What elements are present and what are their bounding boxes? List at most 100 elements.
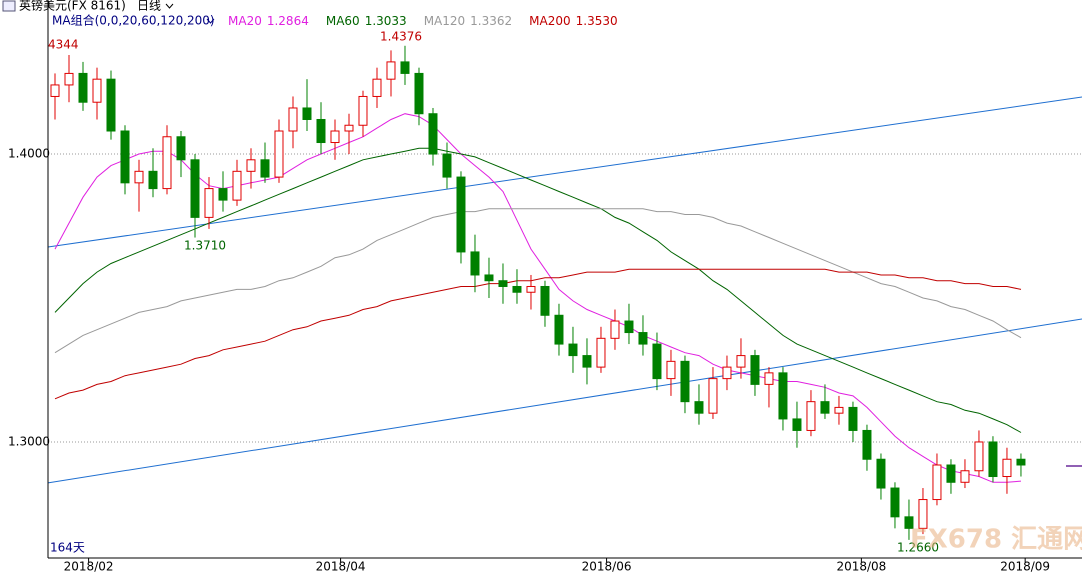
candle-body	[638, 332, 648, 345]
candle-body	[862, 429, 872, 460]
candle-body	[988, 441, 998, 478]
plot-area	[47, 45, 1082, 540]
candle-body	[106, 78, 116, 132]
candle-body	[666, 360, 676, 380]
candle-body	[78, 72, 88, 103]
annotation: 1.3710	[184, 239, 226, 253]
candle-body	[764, 372, 774, 385]
candle-body	[50, 84, 60, 97]
x-tick-label: 2018/04	[316, 560, 366, 574]
annotation: 1.4376	[380, 30, 422, 44]
legend: MA20 1.2864 MA60 1.3033 MA120 1.3362 MA200 1.35…	[228, 14, 618, 28]
candle-body	[92, 78, 102, 103]
x-tick-label: 2018/09	[1000, 560, 1050, 574]
candle-body	[498, 280, 508, 287]
candle-body	[582, 355, 592, 368]
candle-body	[974, 441, 984, 472]
legend-value: 1.3362	[470, 14, 512, 28]
symbol-title: 英镑美元(FX 8161)	[19, 0, 126, 13]
y-tick-label: 1.4000	[8, 147, 50, 161]
candle-body	[148, 170, 158, 190]
candle-body	[834, 406, 844, 414]
day-count: 164天	[50, 541, 85, 555]
legend-name: MA200	[529, 14, 570, 28]
candle-body	[820, 401, 830, 414]
ma-line	[54, 208, 1022, 354]
candle-body	[680, 360, 690, 403]
legend-entry: MA200 1.3530	[529, 14, 617, 28]
candle-body	[904, 516, 914, 529]
candle-body	[274, 130, 284, 178]
candle-body	[456, 176, 466, 253]
candle-body	[806, 401, 816, 431]
candle-body	[554, 314, 564, 345]
candle-body	[624, 320, 634, 334]
legend-name: MA120	[424, 14, 465, 28]
trend-line	[47, 96, 1082, 248]
dropdown-arrow[interactable]	[206, 18, 215, 24]
ma-line	[54, 268, 1022, 400]
ma-line	[54, 147, 1022, 433]
x-tick-label: 2018/08	[836, 560, 886, 574]
candle-body	[932, 464, 942, 501]
legend-name: MA20	[228, 14, 262, 28]
candle-body	[750, 355, 760, 385]
candle-body	[204, 188, 214, 218]
candle-body	[848, 406, 858, 431]
legend-value: 1.2864	[267, 14, 309, 28]
candle-body	[316, 118, 326, 144]
candle-body	[918, 499, 928, 529]
trend-line	[47, 318, 1082, 484]
candle-body	[960, 470, 970, 483]
candle-body	[946, 464, 956, 483]
legend-value: 1.3033	[365, 14, 407, 28]
candle-body	[540, 285, 550, 316]
candle-body	[246, 159, 256, 172]
candle-body	[736, 355, 746, 368]
candle-body	[512, 285, 522, 293]
candle-body	[302, 107, 312, 120]
legend-value: 1.3530	[576, 14, 618, 28]
candle-body	[792, 418, 802, 431]
candle-body	[1016, 458, 1026, 466]
dropdown-arrow[interactable]	[165, 3, 174, 9]
candle-body	[260, 159, 270, 178]
y-tick-label: 1.3000	[8, 434, 50, 448]
icon	[2, 0, 16, 12]
candle-body	[890, 487, 900, 518]
candle-body	[218, 188, 228, 201]
watermark: FX678 汇通网	[910, 525, 1082, 555]
candle-body	[190, 159, 200, 218]
candle-body	[64, 72, 74, 86]
legend-entry: MA60 1.3033	[326, 14, 407, 28]
candle-body	[484, 274, 494, 282]
candle-body	[876, 458, 886, 489]
candle-body	[414, 72, 424, 115]
candle-body	[330, 130, 340, 144]
candle-body	[526, 285, 536, 293]
candle-body	[610, 320, 620, 339]
legend-entry: MA20 1.2864	[228, 14, 309, 28]
candle-body	[470, 251, 480, 276]
ma-group[interactable]: MA组合(0,0,20,60,120,200)	[52, 13, 215, 28]
candle-body	[120, 130, 130, 184]
x-tick-label: 2018/02	[64, 560, 114, 574]
candle-body	[568, 343, 578, 357]
annotation: 4344	[48, 38, 79, 52]
candle-body	[722, 366, 732, 380]
legend-name: MA60	[326, 14, 360, 28]
candle-body	[708, 378, 718, 414]
period-label[interactable]: 日线	[137, 0, 161, 13]
ma-line	[54, 113, 1022, 483]
candle-body	[442, 153, 452, 178]
candle-body	[778, 372, 788, 420]
candle-body	[596, 337, 606, 368]
annotation: 1.2660	[897, 541, 939, 555]
candle-body	[232, 170, 242, 201]
candle-body	[428, 113, 438, 155]
candle-body	[288, 107, 298, 132]
candle-body	[344, 124, 354, 132]
candle-body	[134, 170, 144, 184]
candle-body	[694, 401, 704, 414]
